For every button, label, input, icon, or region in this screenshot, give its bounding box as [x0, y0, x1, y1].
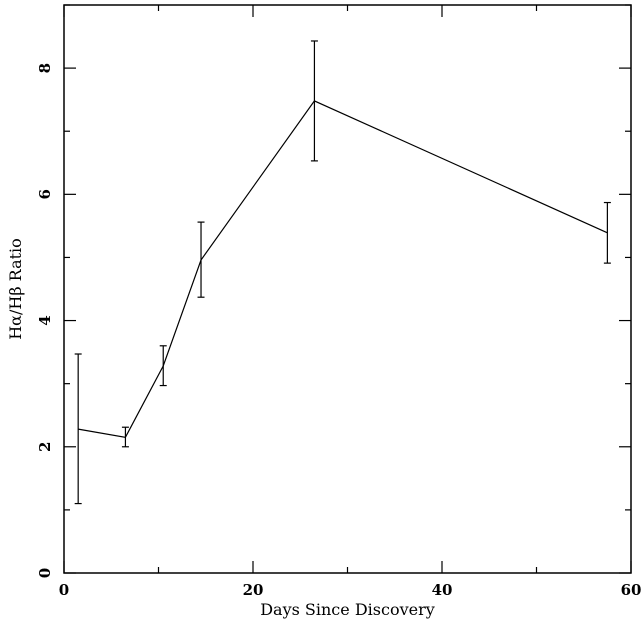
series-line: [78, 100, 608, 438]
y-tick-label: 2: [36, 442, 54, 452]
x-tick-label: 40: [432, 581, 453, 599]
y-axis-title: Hα/Hβ Ratio: [6, 238, 25, 340]
y-tick-label: 8: [36, 63, 54, 73]
axis-ticks: [63, 4, 632, 574]
error-bars: [74, 40, 611, 505]
x-tick-label: 60: [621, 581, 642, 599]
y-tick-label: 6: [36, 189, 54, 199]
x-tick-label: 20: [243, 581, 264, 599]
x-axis-title: Days Since Discovery: [260, 600, 435, 619]
x-tick-label: 0: [59, 581, 69, 599]
plot-frame: [63, 4, 632, 574]
y-tick-label: 4: [36, 315, 54, 325]
y-tick-label: 0: [36, 568, 54, 578]
error-bar: [74, 353, 82, 505]
tick-labels: 0 20 40 60 0 2 4 6 8: [36, 63, 641, 599]
